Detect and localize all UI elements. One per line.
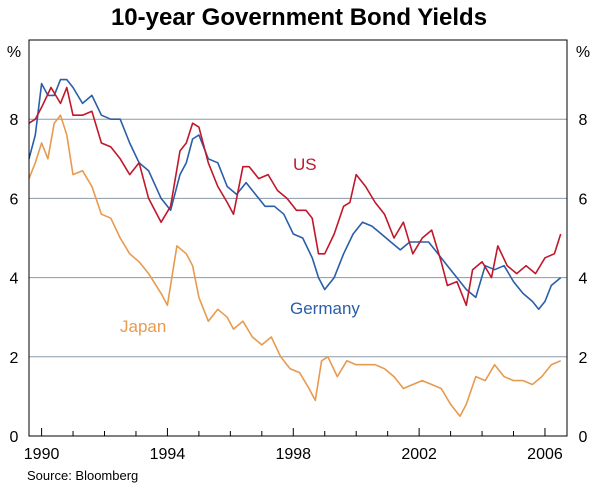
series-label-us: US	[293, 155, 317, 174]
chart-source: Source: Bloomberg	[27, 468, 139, 483]
y-tick-label-left: 6	[10, 191, 19, 208]
y-tick-label-right: 8	[579, 112, 588, 129]
series-label-japan: Japan	[120, 317, 166, 336]
x-axis: 1990 1994 1998 2002 2006	[24, 446, 563, 463]
x-tick-label: 1990	[24, 446, 60, 463]
y-tick-label-right: 4	[579, 271, 588, 288]
y-axis-left: 0 2 4 6 8	[10, 112, 19, 446]
y-tick-label-right: 6	[579, 191, 588, 208]
x-tick-label: 1998	[275, 446, 311, 463]
series-line-us	[28, 86, 562, 307]
series-line-germany	[28, 78, 562, 311]
series-lines	[28, 78, 562, 418]
y-unit-left: %	[7, 44, 21, 61]
x-tick-label: 1994	[150, 446, 186, 463]
x-tick-label: 2002	[401, 446, 437, 463]
x-tick-marks	[41, 428, 546, 436]
series-label-germany: Germany	[290, 299, 360, 318]
chart-title: 10-year Government Bond Yields	[110, 4, 488, 31]
y-unit-right: %	[576, 44, 590, 61]
y-tick-label-left: 0	[10, 429, 19, 446]
y-tick-label-left: 8	[10, 112, 19, 129]
y-tick-label-right: 2	[579, 350, 588, 367]
x-tick-label: 2006	[527, 446, 563, 463]
series-line-japan	[28, 114, 562, 418]
plot-frame	[28, 39, 568, 437]
y-tick-label-left: 4	[10, 271, 19, 288]
y-tick-label-left: 2	[10, 350, 19, 367]
y-axis-right: 0 2 4 6 8	[579, 112, 588, 446]
y-tick-label-right: 0	[579, 429, 588, 446]
